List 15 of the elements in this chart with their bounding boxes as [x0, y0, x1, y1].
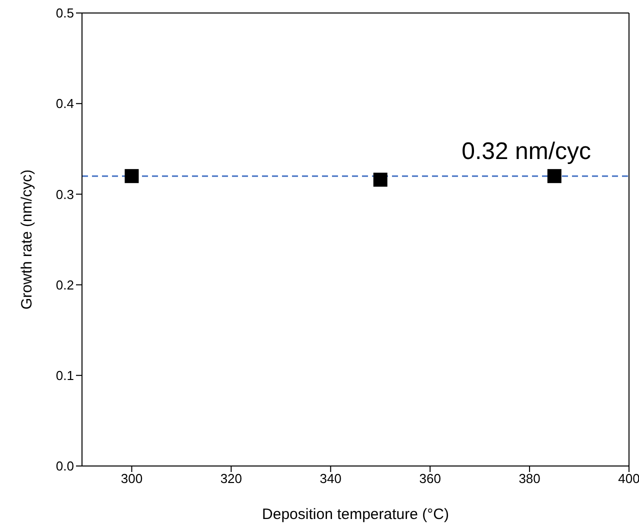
y-tick-label: 0.3 — [56, 186, 74, 202]
x-tick-label: 400 — [618, 471, 639, 486]
y-axis-title: Growth rate (nm/cyc) — [18, 169, 36, 310]
x-tick-label: 300 — [120, 471, 143, 486]
y-tick-label: 0.4 — [56, 96, 74, 112]
y-tick-label: 0.1 — [56, 368, 74, 384]
x-tick-label: 360 — [419, 471, 441, 486]
y-tick-label: 0.2 — [56, 277, 74, 292]
x-tick-label: 340 — [320, 471, 342, 486]
x-tick-label: 320 — [220, 471, 242, 486]
ref-line-label: 0.32 nm/cyc — [462, 138, 591, 166]
x-tick-label: 380 — [518, 471, 540, 486]
x-axis-title: Deposition temperature (°C) — [262, 506, 449, 523]
y-tick-label: 0.5 — [56, 6, 74, 21]
y-tick-label: 0.0 — [56, 458, 74, 474]
